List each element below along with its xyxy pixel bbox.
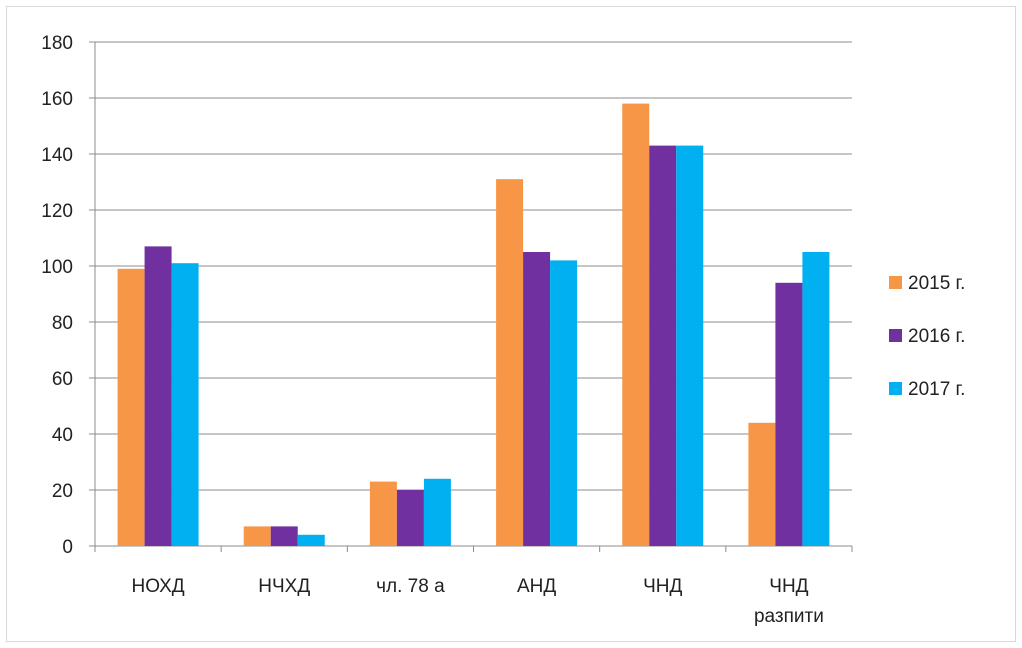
- legend-swatch: [889, 276, 902, 289]
- x-tick-label: НОХД: [131, 576, 184, 597]
- bar: [523, 252, 551, 546]
- bar: [802, 252, 830, 546]
- bar: [171, 263, 199, 546]
- bar: [270, 526, 298, 546]
- x-tick-label: ЧНД: [769, 576, 808, 597]
- bar: [748, 422, 776, 546]
- y-tick-label: 80: [52, 313, 73, 334]
- x-tick-label: АНД: [517, 576, 556, 597]
- bar: [297, 534, 325, 546]
- bar: [496, 179, 524, 546]
- legend-label: 2017 г.: [908, 379, 965, 400]
- y-tick-label: 60: [52, 369, 73, 390]
- y-tick-label: 180: [41, 33, 73, 54]
- bar: [550, 260, 578, 546]
- legend-label: 2016 г.: [908, 326, 965, 347]
- bar: [649, 145, 677, 546]
- y-tick-label: 40: [52, 425, 73, 446]
- x-tick-label: чл. 78 а: [376, 576, 445, 597]
- bar: [676, 145, 704, 546]
- bar: [622, 103, 650, 546]
- y-tick-label: 100: [41, 257, 73, 278]
- legend-label: 2015 г.: [908, 273, 965, 294]
- x-tick-label: НЧХД: [258, 576, 310, 597]
- x-tick-label: ЧНД: [643, 576, 682, 597]
- y-tick-label: 0: [62, 537, 73, 558]
- y-tick-label: 140: [41, 145, 73, 166]
- y-tick-label: 160: [41, 89, 73, 110]
- y-tick-label: 20: [52, 481, 73, 502]
- legend-swatch: [889, 382, 902, 395]
- bar: [775, 282, 803, 546]
- bar: [369, 481, 397, 546]
- y-tick-label: 120: [41, 201, 73, 222]
- x-tick-label: разпити: [754, 606, 824, 627]
- bar: [396, 490, 424, 546]
- bar: [243, 526, 271, 546]
- bar: [423, 478, 451, 546]
- legend-swatch: [889, 329, 902, 342]
- bar: [144, 246, 172, 546]
- bar: [117, 268, 145, 546]
